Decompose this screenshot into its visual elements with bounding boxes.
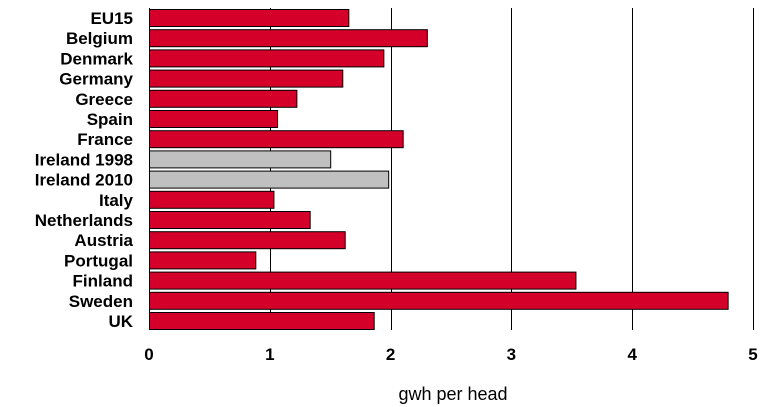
bars [149,9,729,330]
bar-greece [149,89,298,108]
category-label: Denmark [60,49,133,68]
bar-ireland-1998 [149,150,332,169]
bar-sweden [149,291,729,310]
bar-uk [149,312,375,330]
category-label: Austria [74,231,133,250]
category-label: Germany [59,70,133,89]
x-tick-label: 1 [265,345,274,364]
bar-finland [149,271,577,290]
x-axis-title: gwh per head [398,384,507,404]
bar-austria [149,231,346,250]
category-label: France [77,130,133,149]
bar-eu15 [149,9,350,27]
bar-germany [149,69,344,88]
bar-denmark [149,49,385,68]
x-tick-label: 2 [386,345,395,364]
bar-france [149,130,404,149]
category-label: Ireland 2010 [35,171,133,190]
category-label: Sweden [69,292,133,311]
bar-italy [149,190,275,209]
category-label: EU15 [90,9,133,28]
bar-netherlands [149,211,311,229]
category-label: UK [108,312,133,331]
category-label: Spain [87,110,133,129]
category-label: Ireland 1998 [35,150,133,169]
bar-spain [149,110,279,128]
category-label: Belgium [66,29,133,48]
x-tick-label: 3 [507,345,516,364]
category-label: Italy [99,191,134,210]
bar-ireland-2010 [149,170,390,189]
x-tick-label: 4 [627,345,637,364]
category-label: Greece [75,90,133,109]
x-tick-label: 0 [144,345,153,364]
category-label: Portugal [64,251,133,270]
x-tick-labels: 0 1 2 3 4 5 [144,345,757,364]
category-label: Finland [73,272,133,291]
category-label: Netherlands [35,211,133,230]
x-tick-label: 5 [748,345,757,364]
bar-belgium [149,29,428,48]
bar-portugal [149,251,257,270]
